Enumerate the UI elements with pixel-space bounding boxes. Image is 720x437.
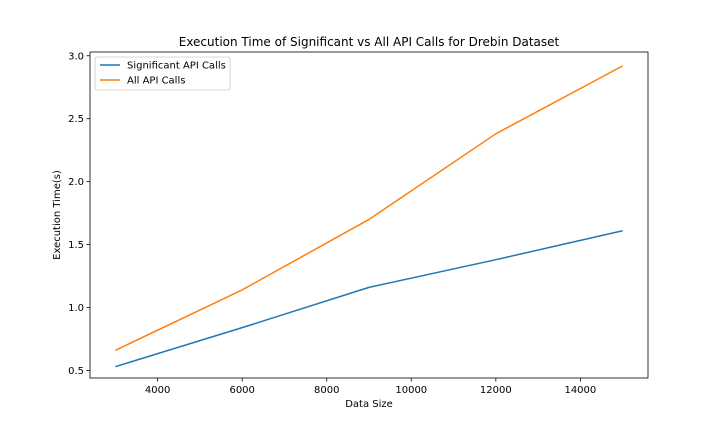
y-tick-label: 1.0 (68, 303, 84, 314)
y-tick-label: 3.0 (68, 51, 84, 62)
x-tick-label: 6000 (229, 385, 254, 396)
legend-label: Significant API Calls (127, 61, 226, 72)
y-tick-label: 2.5 (68, 114, 84, 125)
plot-area (90, 52, 648, 378)
x-tick-label: 14000 (564, 385, 596, 396)
chart-title: Execution Time of Significant vs All API… (179, 35, 560, 49)
legend: Significant API Calls All API Calls (95, 57, 230, 90)
x-axis-label: Data Size (345, 399, 393, 410)
y-tick-label: 0.5 (68, 366, 84, 377)
x-tick-label: 4000 (145, 385, 170, 396)
x-tick-label: 10000 (395, 385, 427, 396)
x-tick-label: 12000 (480, 385, 512, 396)
y-tick-label: 1.5 (68, 240, 84, 251)
x-tick-label: 8000 (314, 385, 339, 396)
legend-label: All API Calls (127, 76, 185, 87)
y-tick-label: 2.0 (68, 177, 84, 188)
y-axis-label: Execution Time(s) (52, 170, 63, 260)
